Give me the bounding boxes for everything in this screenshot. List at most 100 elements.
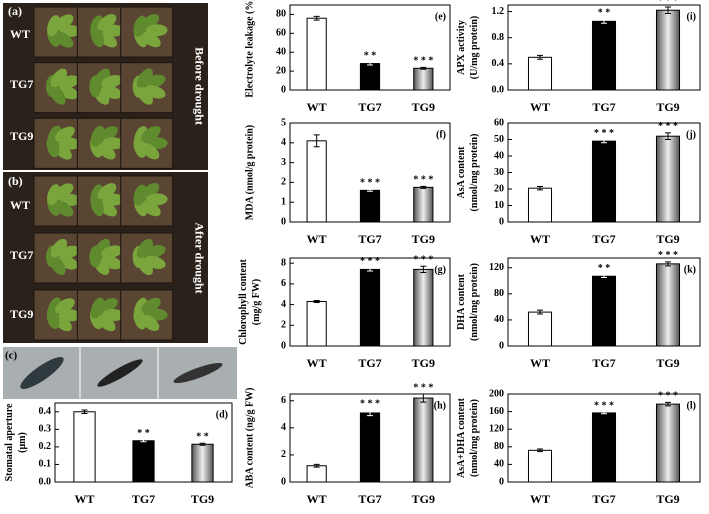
- y-tick-label: 6: [281, 395, 286, 406]
- leaf: [144, 85, 166, 99]
- y-axis-label: AsA+DHA content: [456, 397, 467, 478]
- leaf: [97, 183, 117, 200]
- error-bar: [140, 439, 147, 443]
- leaf: [136, 238, 153, 259]
- y-tick-label: 40: [494, 314, 504, 325]
- bar: [413, 268, 434, 347]
- bar: [527, 449, 553, 483]
- y-tick-label: 0.8: [492, 32, 505, 43]
- y-tick-label: 0: [499, 340, 504, 351]
- leaf: [102, 308, 125, 321]
- error-bar: [420, 265, 427, 273]
- error-bar: [420, 66, 427, 70]
- significance: * * *: [413, 382, 433, 393]
- bar: [591, 140, 617, 223]
- chart: 0 2 4 6 ABA content (ng/g FW) (h) WT TG7 * * * TG…: [244, 382, 451, 506]
- significance: * * *: [658, 391, 678, 402]
- caption: After drought: [192, 222, 206, 293]
- error-bar: [199, 442, 206, 446]
- x-tick-label: TG9: [191, 492, 214, 506]
- x-tick-label: WT: [530, 232, 550, 246]
- bar: [655, 135, 681, 223]
- leaf: [141, 297, 161, 314]
- leaf: [133, 15, 147, 37]
- x-tick-label: WT: [74, 492, 94, 506]
- y-tick-label: 80: [494, 288, 504, 299]
- leaf: [47, 15, 61, 37]
- panel-label: (k): [684, 264, 696, 275]
- leaf: [144, 255, 166, 269]
- bar: [655, 403, 681, 483]
- panel-label: (i): [687, 11, 696, 22]
- leaf: [90, 297, 105, 319]
- leaf: [50, 68, 68, 88]
- leaf: [49, 255, 66, 276]
- error-bar: [665, 132, 671, 140]
- x-tick-label: TG9: [412, 356, 435, 370]
- bar: [306, 465, 327, 483]
- panel-label: (f): [436, 129, 446, 140]
- y-axis-label: (nmol/mg protein): [469, 399, 480, 477]
- leaf: [47, 184, 61, 206]
- leaf: [96, 142, 116, 160]
- x-tick-label: TG9: [656, 232, 679, 246]
- leaf: [140, 142, 160, 160]
- significance: * * *: [594, 400, 614, 411]
- bar: [306, 17, 327, 91]
- chart: 0 40 80 120 DHA content (nmol/mg protein) (k) W…: [456, 250, 701, 370]
- leaf: [54, 31, 74, 48]
- photo-panel: (c): [3, 347, 237, 399]
- leaf: [100, 255, 123, 270]
- x-tick-label: TG7: [132, 492, 155, 506]
- x-tick-label: TG7: [592, 232, 615, 246]
- bar: [191, 443, 214, 483]
- stoma: [173, 362, 223, 384]
- leaf: [54, 200, 74, 217]
- x-tick-label: TG9: [412, 232, 435, 246]
- significance: * * *: [658, 0, 678, 6]
- error-bar: [601, 139, 607, 144]
- panel-label: (e): [435, 11, 446, 22]
- y-tick-label: 120: [489, 262, 504, 273]
- leaf: [141, 126, 161, 142]
- significance: * *: [196, 431, 209, 442]
- y-axis-label: (U/mg protein): [469, 16, 480, 79]
- panel-label: (g): [434, 264, 446, 275]
- stoma: [97, 359, 143, 387]
- error-bar: [367, 409, 373, 417]
- y-tick-label: 2: [281, 449, 286, 460]
- y-tick-label: 0.4: [39, 406, 52, 417]
- y-tick-label: 5: [281, 117, 286, 128]
- y-tick-label: 0.0: [39, 476, 52, 487]
- y-tick-label: 160: [489, 406, 504, 417]
- x-tick-label: TG9: [412, 100, 435, 114]
- chart: 0.0 0.1 0.2 0.3 0.4 Stomatal aperture (μm) (d) W…: [4, 402, 233, 506]
- leaf: [55, 126, 75, 142]
- leaf: [101, 245, 123, 259]
- leaf: [89, 245, 102, 268]
- leaf: [49, 85, 66, 105]
- error-bar: [313, 134, 320, 148]
- bar: [591, 20, 617, 91]
- y-tick-label: 3: [281, 157, 286, 168]
- bar: [359, 63, 381, 91]
- y-axis-label: Chlorophyll content: [238, 259, 249, 345]
- leaf: [96, 314, 116, 332]
- significance: * *: [598, 263, 611, 274]
- y-tick-label: 20: [276, 65, 286, 76]
- y-axis-label: (nmol/mg protein): [469, 134, 480, 212]
- y-tick-label: 0.4: [492, 58, 505, 69]
- chart: 0 40 80 120 160 200 AsA+DHA content (nmol/mg pr…: [456, 388, 701, 506]
- x-tick-label: TG9: [656, 492, 679, 506]
- bar: [527, 311, 553, 347]
- y-tick-label: 0: [281, 216, 286, 227]
- error-bar: [537, 309, 543, 315]
- significance: * * *: [658, 121, 678, 132]
- leaf: [145, 193, 168, 206]
- error-bar: [367, 61, 373, 66]
- chart: 0.0 0.4 0.8 1.2 APX activity (U/mg protein) (i…: [456, 0, 701, 114]
- bar: [413, 186, 434, 223]
- error-bar: [601, 411, 607, 415]
- y-tick-label: 2: [281, 320, 286, 331]
- leaf: [55, 298, 75, 314]
